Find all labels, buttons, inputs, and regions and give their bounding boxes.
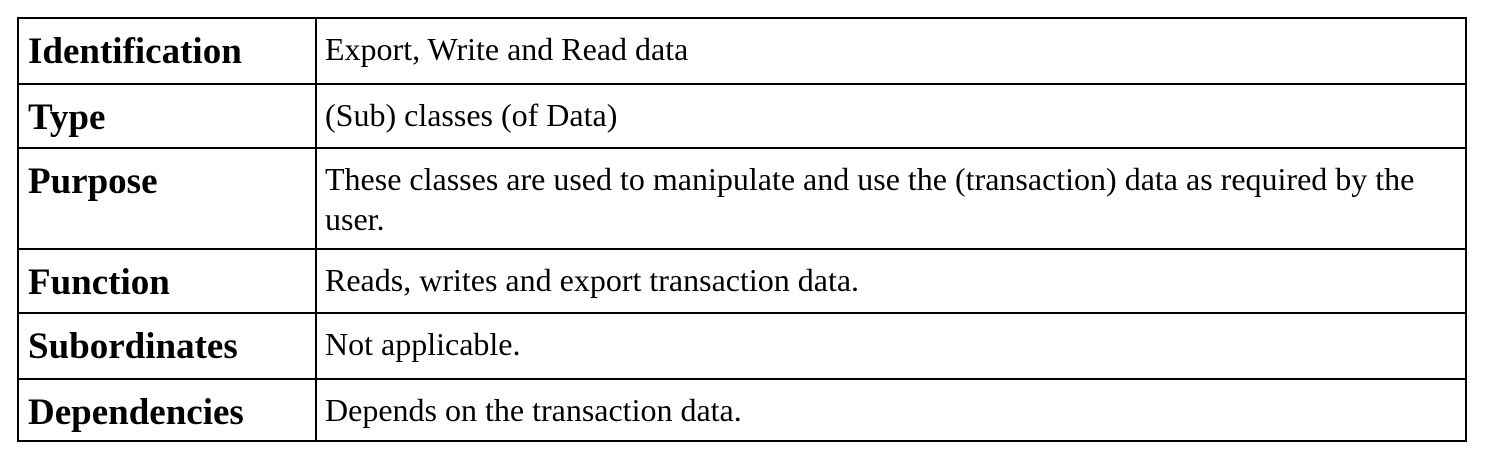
- row-value-identification: Export, Write and Read data: [315, 17, 1467, 85]
- row-value-purpose: These classes are used to manipulate and…: [315, 147, 1467, 250]
- table-row-type: Type (Sub) classes (of Data): [17, 83, 1467, 149]
- row-value-function: Reads, writes and export transaction dat…: [315, 248, 1467, 314]
- row-label-purpose: Purpose: [17, 147, 317, 250]
- component-spec-table: Identification Export, Write and Read da…: [17, 17, 1467, 442]
- row-label-function: Function: [17, 248, 317, 314]
- row-value-subordinates: Not applicable.: [315, 312, 1467, 380]
- row-label-type: Type: [17, 83, 317, 149]
- row-value-type: (Sub) classes (of Data): [315, 83, 1467, 149]
- table-row-identification: Identification Export, Write and Read da…: [17, 17, 1467, 85]
- row-label-identification: Identification: [17, 17, 317, 85]
- table-row-subordinates: Subordinates Not applicable.: [17, 312, 1467, 380]
- table-row-purpose: Purpose These classes are used to manipu…: [17, 147, 1467, 250]
- row-label-subordinates: Subordinates: [17, 312, 317, 380]
- table-row-function: Function Reads, writes and export transa…: [17, 248, 1467, 314]
- row-value-dependencies: Depends on the transaction data.: [315, 378, 1467, 442]
- row-label-dependencies: Dependencies: [17, 378, 317, 442]
- table-row-dependencies: Dependencies Depends on the transaction …: [17, 378, 1467, 442]
